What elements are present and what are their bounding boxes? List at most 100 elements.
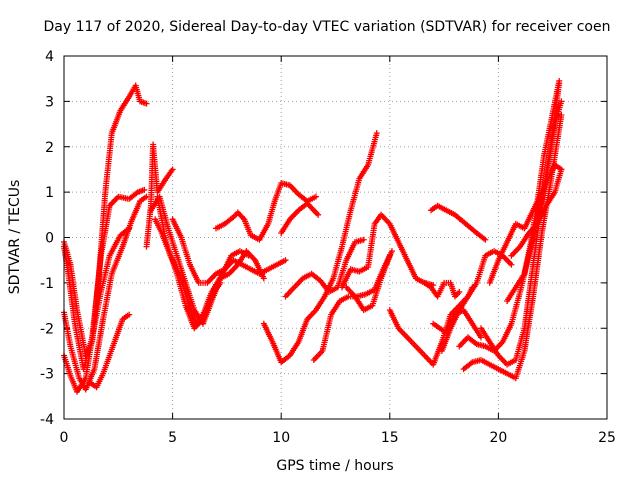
data-point [247,266,261,276]
data-point [67,343,82,379]
data-point [304,200,316,212]
data-point [495,352,509,366]
data-point [428,203,439,214]
data-point [208,272,225,295]
data-point [456,288,463,295]
data-series-24 [460,111,565,382]
data-point [328,299,342,318]
data-point [278,353,292,366]
data-point [434,202,448,213]
data-point [556,77,563,84]
data-point [154,177,168,196]
data-point [312,193,319,200]
data-point [452,211,468,226]
data-point [97,204,113,259]
data-point [236,248,250,258]
data-point [339,268,353,291]
data-point [313,295,327,314]
data-point [436,325,448,335]
data-point [67,261,80,311]
data-series-18 [386,284,476,368]
data-point [100,354,112,377]
data-point [378,211,392,226]
data-point [360,236,367,243]
data-point [465,281,479,300]
y-tick-label: 1 [45,185,54,201]
data-point [334,259,349,291]
data-point [226,263,240,277]
data-point [117,226,131,239]
data-point [478,334,485,341]
data-point [486,259,501,286]
data-series-9 [154,193,224,332]
data-point [478,325,492,344]
y-tick-label: -4 [40,412,54,428]
data-point [362,287,376,298]
data-point [534,155,547,205]
data-point [388,248,395,255]
data-point [441,279,452,286]
data-point [469,320,483,339]
data-point [365,132,380,168]
data-point [319,313,334,354]
data-point [508,261,515,268]
data-point [271,182,284,205]
data-point [282,285,296,300]
data-point [412,275,426,285]
data-point [373,130,380,137]
data-point [495,366,509,376]
data-point [173,270,189,307]
data-point [438,327,453,354]
data-point [256,267,270,277]
data-point [299,271,313,282]
y-tick-label: -2 [40,321,54,337]
data-point [106,195,120,209]
y-tick-labels: -4 -3 -2 -1 0 1 2 3 4 [40,49,54,428]
data-point [434,281,447,300]
data-point [525,222,539,236]
data-series-12 [260,130,380,366]
data-point [295,318,310,345]
data-point [473,230,487,242]
data-point [378,254,393,282]
data-point [530,232,545,300]
data-point [113,318,125,341]
data-point [108,245,125,277]
y-tick-label: -1 [40,276,54,292]
data-point [169,166,176,173]
data-point [386,252,393,259]
data-point [386,307,401,330]
data-point [460,307,475,325]
data-point [543,190,557,209]
data-point [82,336,95,382]
y-tick-label: 3 [45,94,54,110]
data-series-10 [169,216,289,286]
data-point [330,245,345,282]
data-point [91,318,106,373]
data-point [126,225,133,232]
data-point [200,299,214,327]
data-point [317,277,331,294]
data-point [499,322,514,345]
data-point [395,325,409,339]
data-point [343,240,358,264]
data-point [273,258,287,268]
data-point [182,279,197,311]
data-point [230,211,240,221]
data-point [421,279,433,290]
data-point [89,291,104,341]
data-point [482,249,496,259]
data-point [512,272,527,291]
data-point [169,216,184,239]
x-tick-labels: 0 5 10 15 20 25 [60,430,616,446]
data-point [462,220,479,235]
data-point [339,209,354,250]
data-point [365,223,378,270]
data-point [521,241,534,277]
y-tick-label: 2 [45,140,54,156]
y-axis-label: SDTVAR / TECUs [7,180,23,295]
data-point [443,313,458,336]
data-point [97,254,113,295]
data-point [508,245,522,259]
